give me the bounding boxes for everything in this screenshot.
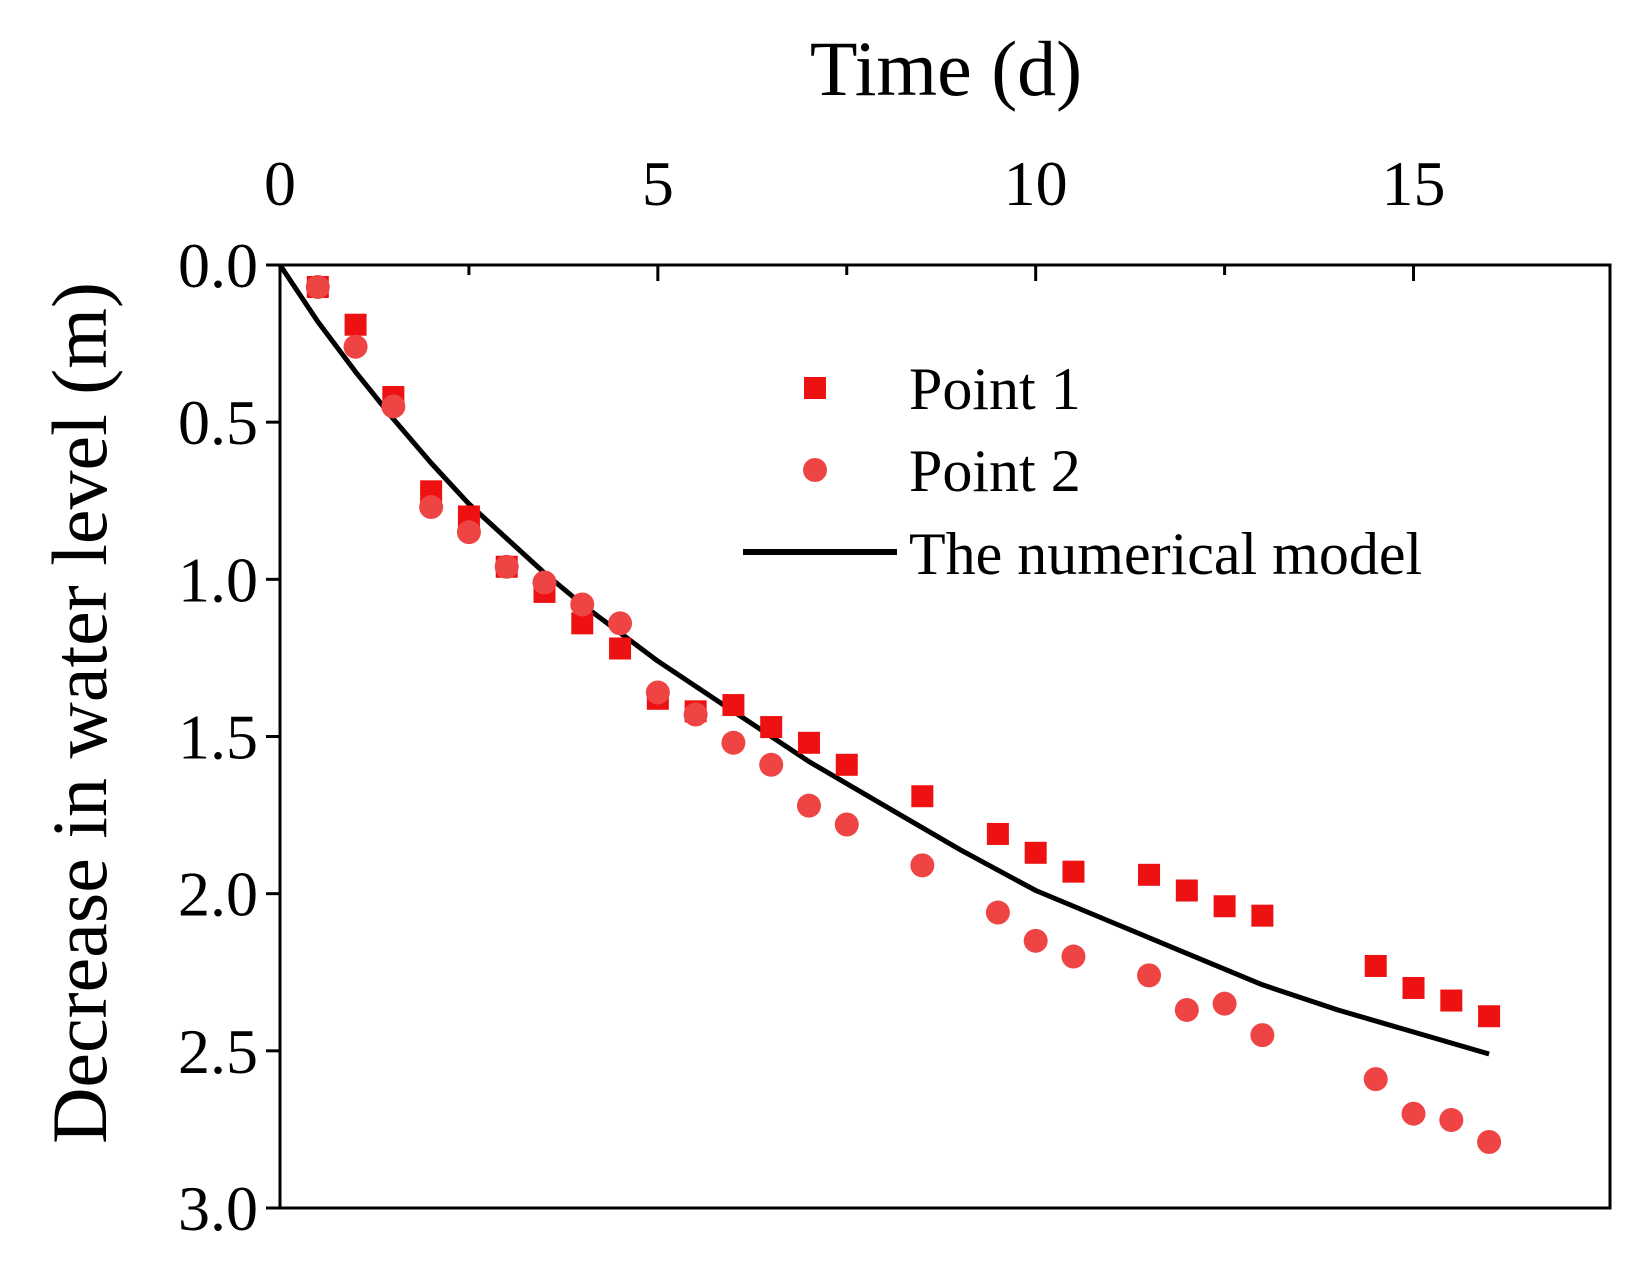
legend-label-point-1: Point 1 <box>909 356 1081 422</box>
point-2-marker <box>1061 944 1086 969</box>
point-1-marker <box>1024 841 1047 864</box>
point-2-marker <box>834 812 859 837</box>
point-1-marker <box>911 785 934 808</box>
point-1-marker <box>1213 895 1236 918</box>
point-1-marker <box>1440 989 1463 1012</box>
x-tick-label: 5 <box>642 148 674 219</box>
point-1-marker <box>1251 904 1274 927</box>
point-2-marker <box>532 570 557 595</box>
point-2-marker <box>1477 1129 1502 1154</box>
point-2-marker <box>608 611 633 636</box>
point-2-marker <box>1439 1107 1464 1132</box>
point-2-marker <box>1174 997 1199 1022</box>
point-2-marker <box>796 793 821 818</box>
point-2-marker <box>985 900 1010 925</box>
y-tick-label: 3.0 <box>178 1173 258 1244</box>
point-2-marker <box>1212 991 1237 1016</box>
point-2-marker <box>419 495 444 520</box>
point-1-marker <box>986 822 1009 845</box>
x-tick-label: 0 <box>264 148 296 219</box>
point-1-marker <box>344 313 367 336</box>
point-2-marker <box>683 702 708 727</box>
legend: Point 1 Point 2 The numerical model <box>743 356 1422 587</box>
point-2-marker <box>1250 1023 1275 1048</box>
legend-marker-point-2 <box>803 458 827 482</box>
point-2-marker <box>1401 1101 1426 1126</box>
x-tick-label: 15 <box>1382 148 1446 219</box>
point-1-marker <box>1402 976 1425 999</box>
y-tick-label: 0.5 <box>178 387 258 458</box>
y-tick-label: 2.5 <box>178 1016 258 1087</box>
point-2-marker <box>645 680 670 705</box>
legend-marker-point-1 <box>804 377 826 399</box>
y-tick-labels: 0.0 0.5 1.0 1.5 2.0 2.5 3.0 <box>178 230 258 1244</box>
y-tick-label: 1.5 <box>178 702 258 773</box>
point-1-marker <box>760 716 783 739</box>
point-2-marker <box>570 592 595 617</box>
y-tick-label: 1.0 <box>178 544 258 615</box>
point-1-marker <box>722 694 745 717</box>
point-2-marker <box>910 853 935 878</box>
numerical-model-line <box>277 263 1490 1057</box>
point-1-marker <box>1364 954 1387 977</box>
point-2-marker <box>456 520 481 545</box>
point-2-marker <box>305 275 330 300</box>
tick-marks <box>266 263 1416 1210</box>
x-tick-labels: 0 5 10 15 <box>264 148 1446 219</box>
point-1-marker <box>1478 1005 1501 1028</box>
point-2-marker <box>343 334 368 359</box>
y-tick-label: 2.0 <box>178 859 258 930</box>
point-1-marker <box>797 731 820 754</box>
x-tick-label: 10 <box>1004 148 1068 219</box>
point-2-marker <box>381 394 406 419</box>
point-1-marker <box>609 637 632 660</box>
series-layer <box>277 263 1502 1154</box>
point-1-marker <box>835 753 858 776</box>
y-axis-title: Decrease in water level (m) <box>36 282 123 1144</box>
y-tick-label: 0.0 <box>178 230 258 301</box>
point-2-marker <box>759 752 784 777</box>
point-1-marker <box>571 612 594 635</box>
legend-label-numerical-model: The numerical model <box>909 521 1422 587</box>
x-axis-title: Time (d) <box>810 25 1082 112</box>
point-2-marker <box>494 554 519 579</box>
point-2-marker <box>1023 928 1048 953</box>
legend-label-point-2: Point 2 <box>909 438 1081 504</box>
point-2-marker <box>1137 963 1162 988</box>
point-1-marker <box>1175 879 1198 902</box>
point-2-marker <box>721 730 746 755</box>
point-1-marker <box>1062 860 1085 883</box>
point-1-marker <box>1138 863 1161 886</box>
point-2-marker <box>1363 1067 1388 1092</box>
